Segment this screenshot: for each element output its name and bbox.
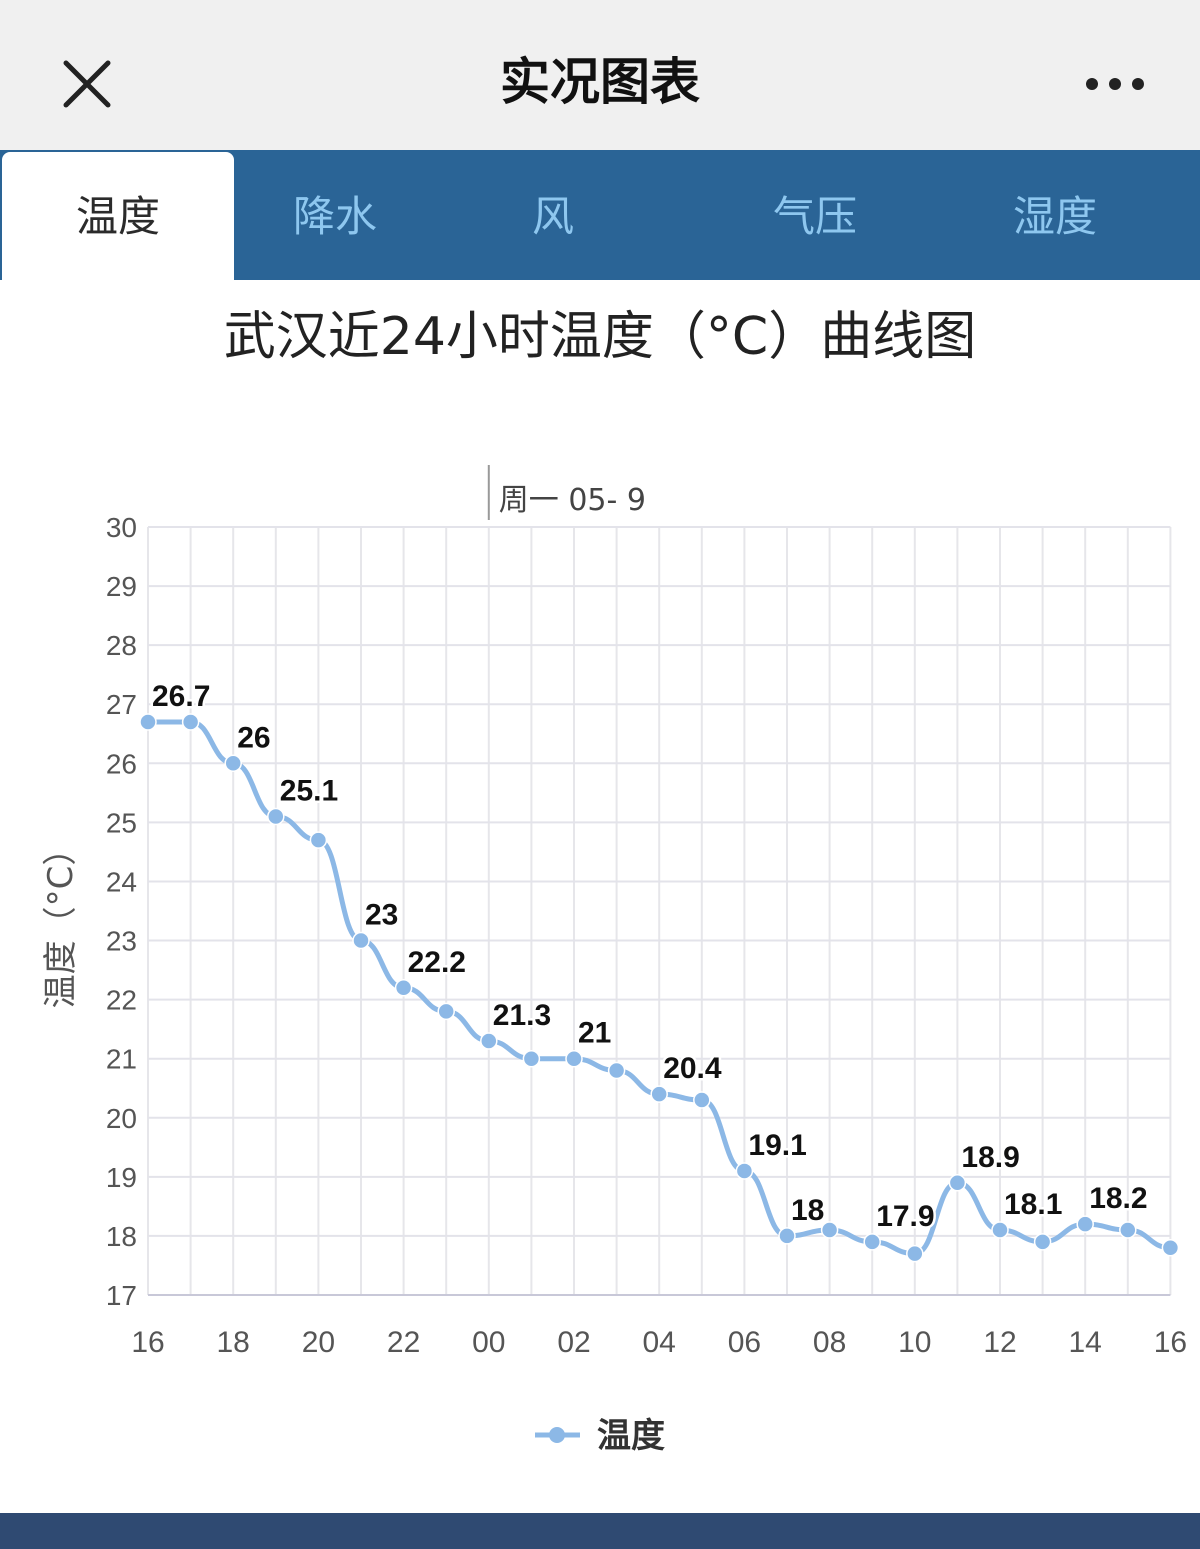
y-tick-label: 28 [106,630,137,661]
data-label: 25.1 [280,774,338,807]
y-tick-label: 26 [106,748,137,779]
tab-wind[interactable]: 风 [531,192,574,241]
y-tick-label: 29 [106,571,137,602]
y-tick-label: 23 [106,926,137,957]
chart-title: 武汉近24小时温度（°C）曲线图 [223,307,977,367]
tab-humidity[interactable]: 湿度 [1012,192,1097,241]
data-label: 21.3 [493,999,551,1032]
tab-temperature[interactable]: 温度 [2,152,234,280]
x-tick-label: 14 [1069,1326,1102,1359]
y-tick-label: 19 [106,1162,137,1193]
data-point [267,807,285,826]
data-point [778,1227,796,1245]
data-label: 18 [791,1194,824,1227]
data-point [693,1091,711,1109]
data-point [352,931,370,950]
x-tick-label: 02 [557,1326,590,1359]
data-point [480,1032,498,1050]
y-tick-label: 20 [106,1103,137,1134]
data-point [139,713,157,731]
data-point [650,1085,668,1103]
x-tick-label: 16 [1154,1326,1187,1359]
x-tick-label: 08 [813,1326,846,1359]
legend-label: 温度 [597,1416,665,1456]
data-point [181,713,200,731]
x-tick-label: 10 [898,1326,931,1359]
data-label: 18.2 [1089,1182,1147,1215]
page-title: 实况图表 [500,53,700,111]
data-point [1076,1215,1094,1233]
x-tick-label: 12 [983,1326,1016,1359]
y-tick-label: 30 [106,512,137,543]
data-point [394,979,413,997]
y-axis-label: 温度（°C） [41,832,81,1009]
x-tick-label: 06 [728,1326,761,1359]
data-label: 20.4 [663,1052,722,1085]
data-point [224,754,242,773]
x-tick-label: 18 [217,1326,250,1359]
data-label: 26.7 [152,680,210,713]
data-point [309,831,328,849]
close-icon[interactable] [58,55,116,113]
y-tick-label: 18 [106,1221,137,1252]
data-point [522,1049,541,1068]
data-point [437,1002,455,1021]
data-point [1161,1238,1180,1257]
tab-pressure[interactable]: 气压 [772,192,857,241]
x-tick-label: 16 [131,1326,164,1359]
x-tick-label: 04 [643,1326,676,1359]
data-point [948,1174,967,1192]
data-label: 18.1 [1004,1188,1062,1221]
data-label: 21 [578,1017,611,1050]
tab-precipitation[interactable]: 降水 [292,192,377,241]
y-tick-label: 24 [106,866,137,897]
y-tick-label: 25 [106,807,137,838]
tab-bar: 温度 降水 风 气压 湿度 [0,150,1200,280]
x-tick-label: 00 [472,1326,505,1359]
x-tick-label: 22 [387,1326,420,1359]
legend-marker-icon [549,1427,565,1443]
temperature-line-chart: 17 18 19 20 21 22 23 24 25 26 27 28 29 30 周一 05- 9 16 18… [41,465,1187,1456]
y-tick-label: 17 [106,1280,137,1311]
data-point [565,1049,583,1068]
data-label: 19.1 [748,1129,806,1162]
more-icon[interactable] [1082,72,1148,96]
y-tick-label: 27 [106,689,137,720]
date-marker-label: 周一 05- 9 [499,483,646,518]
data-label: 23 [365,899,398,932]
data-label: 17.9 [876,1200,934,1233]
data-point [820,1221,839,1239]
x-tick-label: 20 [302,1326,335,1359]
y-tick-label: 22 [106,985,137,1016]
data-label: 26 [237,721,270,754]
data-label: 18.9 [961,1141,1019,1174]
footer-bar [0,1513,1200,1549]
data-point [863,1233,881,1251]
data-point [735,1162,754,1180]
data-point [991,1221,1009,1239]
top-bar: 实况图表 [0,0,1200,150]
data-point [1033,1233,1052,1251]
y-tick-label: 21 [106,1044,137,1075]
data-label: 22.2 [408,946,466,979]
data-point [906,1244,924,1263]
data-point [607,1061,626,1080]
data-point [1119,1221,1137,1239]
